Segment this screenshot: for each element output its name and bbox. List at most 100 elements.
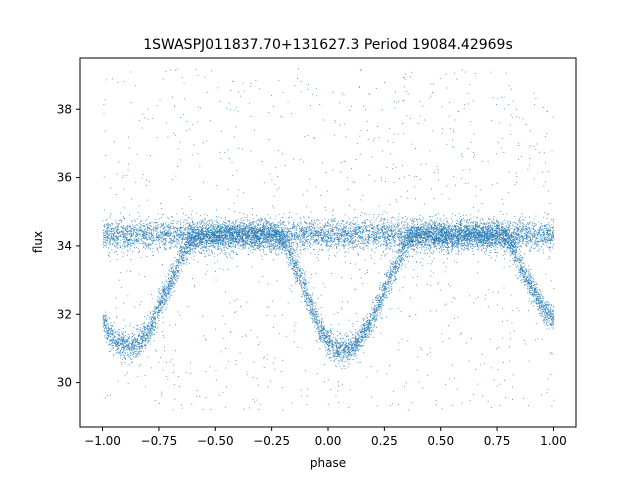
scatter-point: [390, 269, 392, 271]
scatter-point: [174, 283, 176, 284]
scatter-point: [237, 235, 239, 237]
scatter-point: [338, 360, 340, 362]
scatter-point: [279, 233, 281, 235]
scatter-point: [547, 231, 548, 232]
scatter-point: [423, 232, 425, 234]
scatter-point: [326, 333, 328, 335]
scatter-point: [138, 332, 140, 334]
scatter-point: [109, 252, 111, 254]
scatter-point: [256, 237, 257, 239]
scatter-point: [349, 363, 351, 365]
scatter-point: [499, 240, 500, 242]
scatter-point: [467, 238, 469, 239]
scatter-point: [266, 240, 268, 242]
scatter-point: [201, 231, 203, 233]
scatter-point: [527, 241, 529, 243]
scatter-point: [359, 230, 361, 232]
scatter-point: [169, 241, 171, 243]
scatter-point: [203, 221, 204, 223]
scatter-point: [180, 250, 182, 252]
scatter-point: [334, 356, 336, 357]
scatter-point: [449, 224, 451, 226]
scatter-point: [281, 243, 282, 245]
scatter-point: [496, 234, 498, 236]
scatter-point: [550, 315, 552, 317]
scatter-point: [117, 247, 119, 249]
scatter-point: [239, 226, 241, 228]
scatter-point: [367, 225, 369, 227]
scatter-point: [502, 213, 504, 215]
scatter-point: [273, 106, 275, 107]
scatter-point: [407, 261, 409, 263]
scatter-point: [143, 235, 145, 237]
scatter-point: [332, 240, 334, 242]
scatter-point: [374, 229, 376, 231]
scatter-point: [161, 299, 163, 301]
scatter-point: [134, 356, 136, 358]
scatter-point: [535, 302, 537, 304]
scatter-point: [462, 233, 464, 235]
scatter-point: [355, 343, 357, 345]
scatter-point: [475, 222, 477, 224]
scatter-point: [330, 336, 332, 338]
scatter-point: [400, 196, 402, 198]
scatter-point: [477, 236, 479, 238]
scatter-point: [457, 244, 459, 246]
scatter-point: [282, 238, 284, 240]
scatter-point: [465, 214, 467, 216]
scatter-point: [341, 234, 343, 236]
scatter-point: [345, 348, 346, 350]
scatter-point: [398, 248, 400, 250]
scatter-point: [433, 246, 435, 248]
scatter-point: [319, 320, 321, 322]
scatter-point: [302, 229, 304, 231]
scatter-point: [132, 344, 134, 345]
scatter-point: [329, 339, 331, 341]
scatter-point: [440, 240, 442, 242]
scatter-point: [195, 226, 197, 227]
scatter-point: [511, 252, 513, 254]
scatter-point: [148, 246, 150, 248]
scatter-point: [367, 234, 369, 235]
scatter-point: [264, 226, 266, 228]
scatter-point: [419, 246, 421, 248]
scatter-point: [315, 186, 317, 188]
scatter-point: [517, 259, 519, 261]
scatter-point: [473, 254, 474, 255]
scatter-point: [239, 212, 241, 214]
scatter-point: [402, 252, 404, 254]
scatter-point: [146, 325, 148, 327]
scatter-point: [397, 237, 399, 238]
scatter-point: [310, 296, 312, 298]
scatter-point: [396, 244, 398, 246]
scatter-point: [474, 239, 475, 241]
scatter-point: [115, 245, 117, 247]
scatter-point: [418, 235, 420, 237]
scatter-point: [522, 270, 524, 271]
scatter-point: [124, 340, 126, 342]
scatter-point: [401, 233, 403, 235]
scatter-point: [507, 226, 509, 228]
scatter-point: [385, 294, 387, 296]
scatter-point: [316, 311, 318, 313]
scatter-point: [169, 227, 171, 229]
scatter-point: [430, 231, 431, 233]
scatter-point: [352, 337, 354, 339]
scatter-point: [351, 232, 353, 234]
scatter-point: [404, 238, 406, 240]
scatter-point: [367, 239, 369, 241]
scatter-point: [416, 243, 418, 245]
scatter-point: [428, 241, 430, 243]
scatter-point: [254, 226, 256, 228]
scatter-point: [191, 236, 192, 238]
scatter-point: [365, 109, 367, 111]
scatter-point: [384, 222, 386, 224]
scatter-point: [215, 279, 217, 281]
scatter-point: [423, 231, 425, 233]
scatter-point: [510, 240, 512, 242]
scatter-point: [330, 332, 332, 333]
scatter-point: [314, 249, 316, 251]
scatter-point: [134, 226, 136, 228]
scatter-point: [114, 335, 116, 337]
